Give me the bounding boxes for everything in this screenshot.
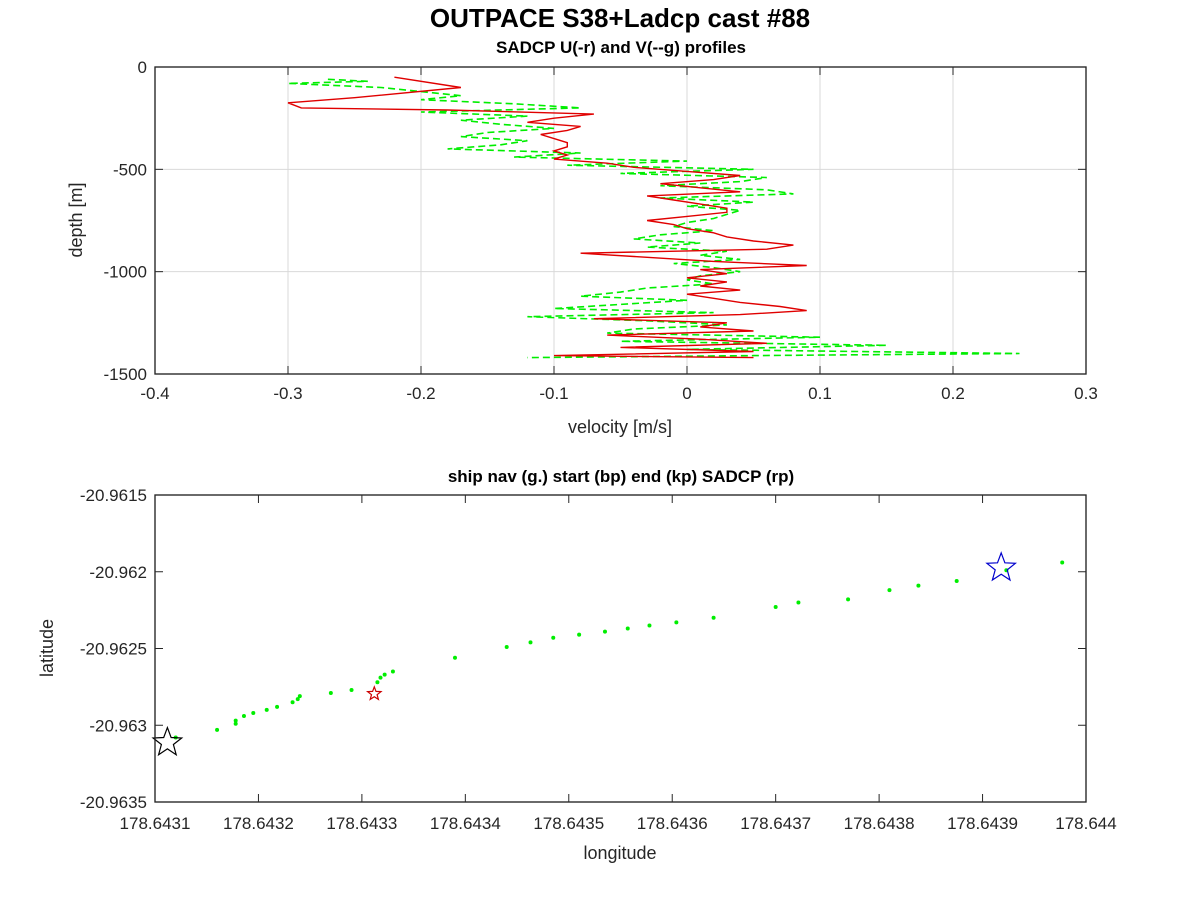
ship-nav-point	[674, 620, 679, 625]
ship-nav-point	[297, 694, 302, 699]
nav-plot-frame	[154, 494, 1087, 803]
series-line-u	[287, 76, 807, 359]
profile-xtick-label: 0.2	[941, 384, 965, 403]
nav-ytick-label: -20.9625	[80, 640, 147, 659]
start-marker	[985, 551, 1018, 582]
ship-nav-point	[887, 588, 892, 593]
nav-xtick-label: 178.6437	[740, 814, 811, 833]
nav-ytick-label: -20.963	[89, 716, 147, 735]
ship-nav-point	[390, 669, 395, 674]
nav-ytick-label: -20.962	[89, 563, 147, 582]
ship-nav-point	[452, 655, 457, 660]
ship-nav-point	[233, 718, 238, 723]
nav-xtick-label: 178.6436	[637, 814, 708, 833]
ship-nav-point	[378, 675, 383, 680]
profile-ticks: -0.4 -0.3 -0.2 -0.1 0 0.1 0.2 0.3 0 -500 -1000 -150…	[104, 58, 1098, 403]
profile-plot-frame	[154, 66, 1087, 375]
nav-xtick-label: 178.6431	[120, 814, 191, 833]
nav-xtick-label: 178.6435	[533, 814, 604, 833]
ship-nav-point	[504, 644, 509, 649]
ship-nav-point	[233, 721, 238, 726]
profile-xtick-label: -0.2	[406, 384, 435, 403]
ship-nav-point	[241, 714, 246, 719]
profile-ytick-label: -1500	[104, 365, 147, 384]
profile-xtick-label: -0.1	[539, 384, 568, 403]
profile-ytick-label: -500	[113, 160, 147, 179]
nav-xtick-label: 178.6432	[223, 814, 294, 833]
nav-xtick-label: 178.6438	[844, 814, 915, 833]
nav-xtick-label: 178.6434	[430, 814, 501, 833]
nav-plot-border	[154, 494, 1087, 803]
ship-nav-point	[215, 727, 220, 732]
ship-nav-point	[275, 704, 280, 709]
velocity-profile-axes: SADCP U(-r) and V(--g) profiles -0.4 -0.3…	[66, 38, 1098, 437]
nav-xtick-label: 178.6433	[326, 814, 397, 833]
profile-xtick-label: 0.3	[1074, 384, 1098, 403]
nav-xtick-label: 178.644	[1055, 814, 1116, 833]
end-marker	[151, 725, 184, 757]
ship-nav-point	[349, 687, 354, 692]
nav-ytick-label: -20.9635	[80, 793, 147, 812]
profile-ytick-label: 0	[138, 58, 147, 77]
ship-nav-point	[1060, 560, 1065, 565]
ship-nav-point	[796, 600, 801, 605]
nav-ylabel: latitude	[37, 619, 57, 677]
nav-ticks: 178.6431 178.6432 178.6433 178.6434 178.6435…	[80, 486, 1117, 833]
ship-nav-point	[602, 629, 607, 634]
nav-plot-title: ship nav (g.) start (bp) end (kp) SADCP …	[448, 467, 794, 486]
ship-nav-point	[551, 635, 556, 640]
profile-ytick-label: -1000	[104, 263, 147, 282]
profile-ylabel: depth [m]	[66, 182, 86, 257]
ship-nav-point	[528, 640, 533, 645]
ship-nav-point	[328, 691, 333, 696]
profile-xtick-label: -0.4	[140, 384, 169, 403]
nav-points	[151, 551, 1065, 757]
profile-series	[287, 76, 1020, 359]
ship-nav-point	[382, 672, 387, 677]
ship-nav-axes: ship nav (g.) start (bp) end (kp) SADCP …	[37, 467, 1117, 863]
profile-xtick-label: 0.1	[808, 384, 832, 403]
sadcp-marker	[365, 685, 383, 701]
profile-plot-title: SADCP U(-r) and V(--g) profiles	[496, 38, 746, 57]
series-line-v	[287, 78, 1020, 359]
ship-nav-point	[251, 710, 256, 715]
ship-nav-point	[577, 632, 582, 637]
profile-plot-border	[154, 66, 1087, 375]
profile-xtick-label: 0	[682, 384, 691, 403]
figure-title: OUTPACE S38+Ladcp cast #88	[430, 3, 810, 33]
nav-xtick-label: 178.6439	[947, 814, 1018, 833]
ship-nav-point	[264, 707, 269, 712]
profile-xlabel: velocity [m/s]	[568, 417, 672, 437]
ship-nav-point	[375, 680, 380, 685]
ship-nav-point	[290, 700, 295, 705]
ship-nav-point	[711, 615, 716, 620]
ship-nav-point	[773, 605, 778, 610]
ship-nav-point	[647, 623, 652, 628]
ship-nav-point	[954, 578, 959, 583]
nav-xlabel: longitude	[583, 843, 656, 863]
ship-nav-point	[295, 697, 300, 702]
profile-xtick-label: -0.3	[273, 384, 302, 403]
ship-nav-point	[625, 626, 630, 631]
ship-nav-point	[916, 583, 921, 588]
nav-ytick-label: -20.9615	[80, 486, 147, 505]
ship-nav-point	[846, 597, 851, 602]
